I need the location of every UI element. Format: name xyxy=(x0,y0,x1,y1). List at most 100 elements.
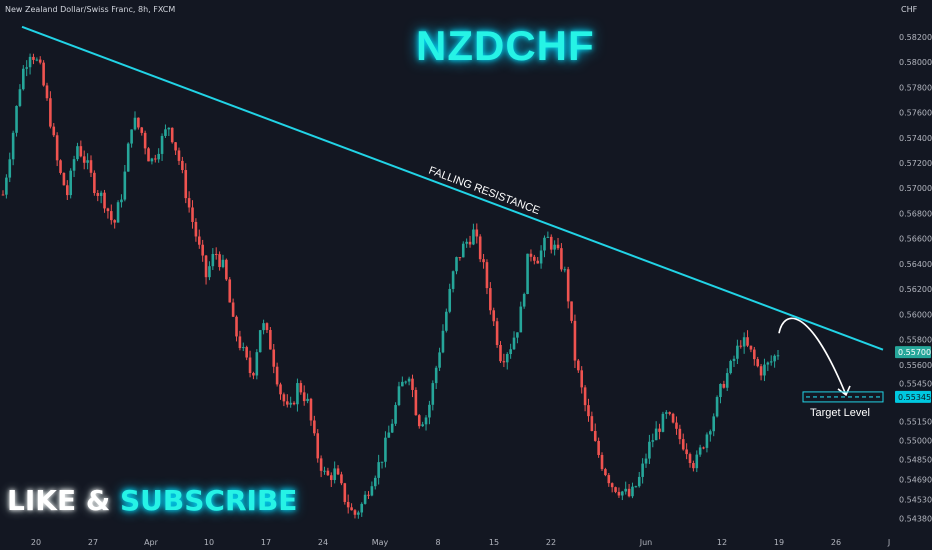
candle-body xyxy=(570,301,573,321)
candle-body xyxy=(773,355,776,362)
candle-body xyxy=(665,412,668,414)
candle-body xyxy=(59,160,62,173)
candle-body xyxy=(580,370,584,388)
candle-body xyxy=(323,470,326,472)
candle xyxy=(336,465,340,476)
falling-resistance-trendline[interactable] xyxy=(21,25,884,351)
time-tick-label: 19 xyxy=(774,538,784,547)
candle xyxy=(624,481,628,495)
candle-body xyxy=(252,373,255,376)
candle-body xyxy=(776,355,780,357)
candle xyxy=(438,347,441,371)
candle-body xyxy=(326,470,330,476)
candle xyxy=(279,382,282,400)
candle-body xyxy=(593,430,597,441)
candle-body xyxy=(519,306,523,333)
candle-body xyxy=(201,244,204,256)
candle xyxy=(732,355,736,368)
candle xyxy=(329,472,333,487)
candle xyxy=(759,363,763,381)
candle-body xyxy=(231,302,235,317)
candle xyxy=(89,155,93,178)
price-axis: 0.58200 0.58000 0.57800 0.57600 0.57400 0.572… xyxy=(895,33,932,524)
candle-body xyxy=(668,412,672,414)
candle-body xyxy=(346,501,350,508)
candle-body xyxy=(164,129,167,136)
candle-body xyxy=(722,383,726,388)
price-tick-label: 0.56600 xyxy=(899,235,932,244)
candle-body xyxy=(749,345,753,350)
candle xyxy=(698,444,702,457)
candle-body xyxy=(560,248,563,270)
candle-body xyxy=(285,401,289,405)
candle-body xyxy=(265,323,269,330)
price-tick-label: 0.57800 xyxy=(899,83,932,92)
candle xyxy=(461,241,465,258)
candle xyxy=(749,345,753,353)
candle xyxy=(725,368,729,391)
candle xyxy=(719,383,722,404)
candle xyxy=(417,414,421,429)
candle xyxy=(492,307,496,327)
candle xyxy=(296,378,299,412)
candle xyxy=(637,471,641,488)
candle-body xyxy=(316,433,320,459)
candle xyxy=(563,266,567,273)
candle-body xyxy=(719,383,722,398)
candle xyxy=(390,419,394,434)
candle xyxy=(654,421,658,441)
candle xyxy=(204,254,208,285)
candle xyxy=(546,231,550,238)
candle xyxy=(577,358,580,373)
candle xyxy=(709,429,712,442)
candle-body xyxy=(465,241,468,244)
candle xyxy=(397,381,401,407)
candle-body xyxy=(766,362,770,365)
candle-body xyxy=(614,487,617,492)
candle-body xyxy=(184,170,188,199)
candle-body xyxy=(621,491,624,496)
candle xyxy=(214,247,218,260)
candle xyxy=(218,251,221,271)
candle-body xyxy=(238,336,242,349)
candle-body xyxy=(269,329,272,350)
candle xyxy=(573,314,577,369)
candle xyxy=(38,56,42,65)
candle-body xyxy=(11,132,15,160)
candle xyxy=(184,163,188,204)
candle xyxy=(1,190,5,196)
candle xyxy=(228,277,232,303)
candle xyxy=(76,142,79,162)
candle-body xyxy=(194,221,198,237)
candle-body xyxy=(512,337,516,350)
candle xyxy=(516,332,519,344)
candle xyxy=(610,482,614,493)
candle xyxy=(661,411,665,433)
time-tick-label: 20 xyxy=(31,538,41,547)
candle xyxy=(211,248,215,270)
candle-body xyxy=(533,256,536,261)
candle-body xyxy=(218,254,221,268)
candle-body xyxy=(55,135,59,161)
candle-body xyxy=(739,345,743,347)
candle xyxy=(170,127,174,144)
candle-body xyxy=(76,146,79,160)
candle-body xyxy=(769,361,773,363)
candle-body xyxy=(174,142,177,151)
candle-body xyxy=(604,469,607,476)
candle xyxy=(756,356,759,368)
forecast-arrow-head xyxy=(837,385,851,397)
candle xyxy=(15,105,18,137)
candle xyxy=(137,117,140,130)
target-price-label: 0.55345 xyxy=(898,393,931,402)
candle xyxy=(451,270,455,293)
candle xyxy=(621,490,624,501)
candle-body xyxy=(150,158,154,162)
candle xyxy=(590,411,594,432)
target-level-box xyxy=(802,391,884,403)
candle xyxy=(316,429,320,463)
candle-body xyxy=(644,458,648,464)
candle xyxy=(309,397,313,426)
candle-body xyxy=(553,244,556,250)
